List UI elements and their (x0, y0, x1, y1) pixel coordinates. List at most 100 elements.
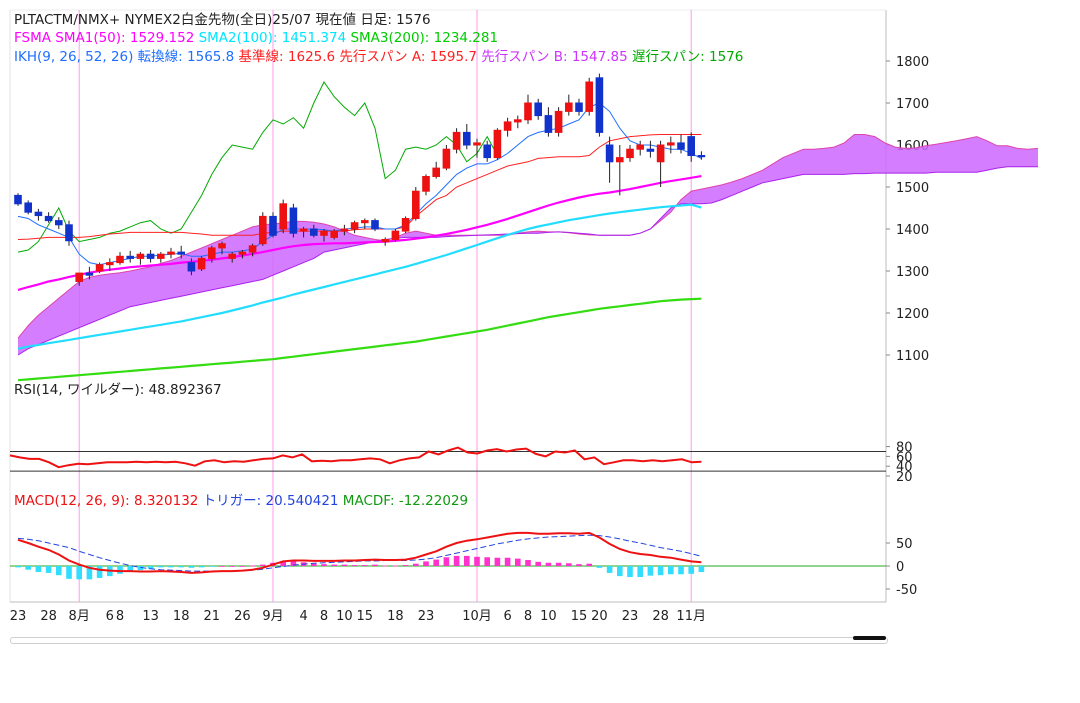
x-axis-day-label: 15 (571, 609, 588, 624)
x-axis-day-label: 20 (591, 609, 608, 624)
macdf-histogram-bar (596, 566, 603, 568)
scrollbar-thumb[interactable] (853, 636, 886, 640)
macdf-histogram-bar (525, 560, 531, 566)
candle-down (34, 211, 43, 217)
rsi-tick-label: 80 (896, 441, 913, 456)
candle-down (126, 255, 135, 259)
candle-down (55, 220, 63, 226)
candle-down (605, 144, 614, 163)
macdf-histogram-bar (392, 565, 399, 567)
x-axis-month-label: 8月 (69, 609, 90, 624)
macdf-histogram-bar (515, 558, 521, 566)
macdf-histogram-bar (15, 566, 21, 568)
macd-legend: MACD(12, 26, 9): 8.320132 トリガー: 20.54042… (14, 493, 468, 509)
candle-up (616, 157, 624, 163)
macd-tick-label: -50 (896, 583, 917, 598)
candle-up (116, 255, 124, 264)
candle-up (524, 102, 532, 121)
rsi-line (9, 446, 702, 469)
candle-up (656, 144, 665, 163)
chart-title: PLTACTM/NMX+ NYMEX2白金先物(全日)25/07 現在値 日足:… (14, 11, 431, 28)
candle-up (208, 247, 216, 259)
macdf-histogram-bar (35, 566, 42, 572)
x-axis-day-label: 18 (387, 609, 404, 624)
sma2-line (17, 203, 702, 350)
macdf-histogram-bar (698, 566, 705, 572)
candle-down (146, 253, 155, 259)
ikh-legend-item: IKH(9, 26, 52, 26) 転換線: 1565.8 (14, 49, 234, 65)
rsi-tick-label: 20 (896, 470, 913, 485)
macdf-histogram-bar (657, 566, 664, 576)
macdf-histogram-bar (147, 566, 154, 569)
macdf-histogram-bar (586, 563, 592, 566)
sma-legend: FSMA SMA1(50): 1529.152 SMA2(100): 1451.… (14, 30, 498, 46)
x-axis-day-label: 8 (116, 609, 124, 624)
candle-up (157, 253, 165, 259)
candle-down (371, 220, 379, 230)
x-axis-day-label: 23 (10, 609, 27, 624)
candle-up (167, 251, 175, 255)
macdf-histogram-bar (351, 565, 358, 566)
candle-up (136, 253, 145, 259)
horizontal-scrollbar[interactable] (10, 637, 888, 644)
candle-down (534, 102, 543, 117)
chart-root: 1800 1700 1600 1500 1400 1300 1200 1100 80 60 40 20… (9, 9, 1039, 624)
candle-up (667, 142, 675, 146)
candle-up (412, 190, 420, 219)
candle-up (422, 176, 430, 192)
candle-down (177, 251, 185, 255)
macdf-histogram-bar (535, 561, 541, 566)
x-axis-month-label: 10月 (462, 609, 492, 624)
macdf-histogram-bar (617, 566, 623, 577)
x-axis-day-label: 15 (357, 609, 374, 624)
x-axis-day-label: 21 (204, 609, 221, 624)
candle-up (248, 245, 257, 253)
macdf-histogram-bar (168, 566, 174, 568)
candle-up (320, 230, 328, 236)
candle-down (269, 215, 277, 236)
macdf-histogram-bar (56, 566, 62, 576)
candle-down (14, 194, 22, 205)
macdf-histogram-bar (86, 566, 93, 580)
candle-up (442, 148, 451, 169)
candle-up (361, 220, 369, 224)
sma3-line (17, 297, 702, 382)
macdf-histogram-bar (229, 566, 235, 567)
macdf-histogram-bar (402, 565, 409, 566)
candle-down (677, 142, 685, 150)
x-axis-day-label: 10 (540, 609, 557, 624)
price-tick-label: 1300 (896, 265, 929, 280)
macdf-histogram-bar (76, 566, 82, 580)
candle-up (299, 228, 308, 232)
ikh-legend-item: 基準線: 1625.6 (234, 48, 335, 65)
macdf-histogram-bar (249, 565, 256, 567)
macd-legend-item: トリガー: 20.540421 (198, 493, 338, 509)
candle-down (310, 228, 318, 236)
price-tick-label: 1700 (896, 97, 929, 112)
candle-up (228, 253, 236, 259)
macdf-histogram-bar (433, 559, 439, 566)
x-axis-day-label: 4 (299, 609, 307, 624)
macdf-histogram-bar (239, 566, 246, 567)
macdf-histogram-bar (484, 557, 490, 566)
candle-up (626, 148, 634, 159)
x-axis-day-label: 10 (336, 609, 353, 624)
candle-up (473, 142, 481, 146)
macdf-histogram-bar (209, 566, 215, 567)
macd-tick-label: 0 (896, 560, 904, 575)
macdf-histogram-bar (219, 566, 225, 567)
candle-up (585, 81, 594, 112)
macdf-histogram-bar (413, 563, 419, 566)
kijun-line (17, 134, 702, 240)
candle-up (636, 144, 645, 150)
macdf-histogram-bar (137, 566, 144, 571)
macd-line (17, 531, 702, 574)
macdf-histogram-bar (423, 561, 429, 566)
macdf-histogram-bar (96, 566, 103, 578)
candle-down (697, 155, 706, 158)
macdf-histogram-bar (280, 560, 286, 566)
macdf-histogram-bar (178, 566, 184, 568)
ikh-legend-item: 遅行スパン: 1576 (628, 49, 744, 65)
sma-legend-item: SMA3(200): 1234.281 (346, 30, 498, 46)
candle-up (259, 215, 267, 245)
